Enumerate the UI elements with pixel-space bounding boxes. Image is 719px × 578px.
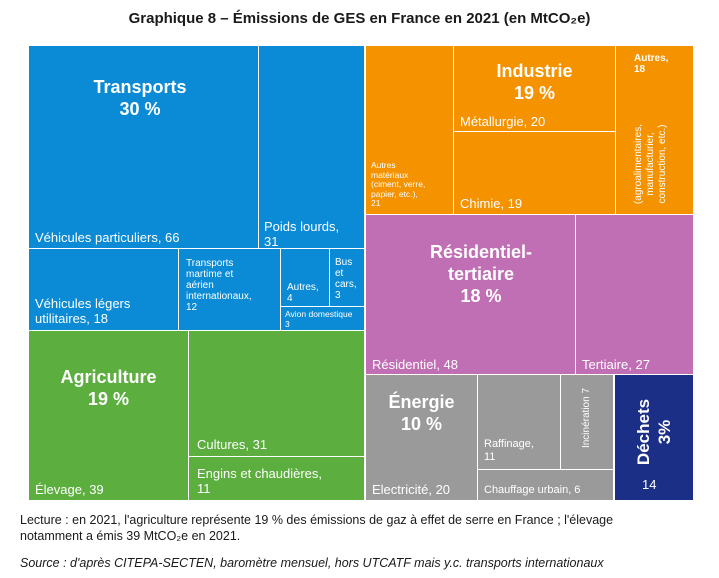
- cell-label-vehicules-particuliers: Véhicules particuliers, 66: [35, 230, 180, 245]
- cell-label-metallurgie: Métallurgie, 20: [460, 114, 546, 129]
- cell-label-dechets-value: 14: [642, 477, 657, 492]
- sector-title-dechets: Déchets 3%: [634, 398, 674, 466]
- cell-label-industrie-autres-title: Autres, 18: [634, 53, 669, 75]
- treemap-cell-residentiel: Résidentiel- tertiaire 18 % Résidentiel,…: [365, 214, 577, 376]
- treemap-cell-poids-lourds: Poids lourds, 31: [258, 45, 365, 250]
- treemap-cell-tertiaire: Tertiaire, 27: [575, 214, 694, 376]
- cell-label-vehicules-legers-utilitaires: Véhicules légers utilitaires, 18: [35, 296, 131, 326]
- source-note: Source : d'après CITEPA-SECTEN, baromètr…: [20, 556, 604, 570]
- cell-label-tertiaire: Tertiaire, 27: [582, 357, 650, 372]
- treemap-cell-vehicules-legers-utilitaires: Véhicules légers utilitaires, 18: [28, 248, 180, 332]
- sector-title-agriculture: Agriculture 19 %: [60, 367, 157, 409]
- sector-title-energie: Énergie 10 %: [388, 392, 455, 434]
- treemap-cell-avion-domestique: Avion domestique 3: [280, 306, 365, 332]
- cell-label-residentiel: Résidentiel, 48: [372, 357, 458, 372]
- treemap-cell-raffinage: Raffinage, 11: [477, 374, 562, 471]
- treemap-cell-bus-cars: Bus et cars, 3: [329, 248, 365, 308]
- cell-label-elevage: Élevage, 39: [35, 482, 104, 497]
- treemap-cell-chauffage-urbain: Chauffage urbain, 6: [477, 469, 614, 501]
- chart-title: Graphique 8 – Émissions de GES en France…: [128, 10, 591, 27]
- treemap-cell-metallurgie: Industrie 19 % Métallurgie, 20: [453, 45, 617, 133]
- cell-label-transports-internationaux: Transports martime et aérien internation…: [186, 258, 252, 313]
- treemap-cell-chimie: Chimie, 19: [453, 131, 617, 216]
- sector-title-residentiel-tertiaire: Résidentiel- tertiaire 18 %: [429, 242, 533, 306]
- treemap-cell-industrie-autres: Autres, 18 (agroalimentaires, manufactur…: [615, 45, 694, 216]
- cell-label-raffinage: Raffinage, 11: [484, 438, 534, 463]
- cell-label-chimie: Chimie, 19: [460, 196, 523, 211]
- treemap-cell-cultures: Cultures, 31: [188, 330, 365, 458]
- cell-label-avion-domestique: Avion domestique 3: [285, 309, 353, 329]
- cell-label-incineration: Incinération 7: [581, 387, 592, 449]
- treemap-cell-incineration: Incinération 7: [560, 374, 614, 471]
- treemap-cell-engins-chaudieres: Engins et chaudières, 11: [188, 456, 365, 501]
- cell-label-poids-lourds: Poids lourds, 31: [264, 219, 340, 249]
- treemap-cell-transports-autres: Autres, 4: [280, 248, 331, 308]
- cell-label-electricite: Electricité, 20: [372, 482, 451, 497]
- treemap-cell-transports-internationaux: Transports martime et aérien internation…: [178, 248, 282, 332]
- reading-note: Lecture : en 2021, l'agriculture représe…: [20, 513, 614, 543]
- cell-label-autres-materiaux: Autres matériaux (ciment, verre, papier,…: [371, 160, 426, 208]
- cell-label-transports-autres: Autres, 4: [287, 282, 319, 304]
- treemap-cell-dechets: Déchets 3% 14: [614, 374, 694, 501]
- sector-title-transports: Transports 30 %: [93, 77, 187, 119]
- cell-label-cultures: Cultures, 31: [197, 437, 268, 452]
- treemap-cell-electricite: Énergie 10 % Electricité, 20: [365, 374, 479, 501]
- cell-label-bus-cars: Bus et cars, 3: [335, 257, 357, 301]
- treemap-cell-elevage: Agriculture 19 % Élevage, 39: [28, 330, 190, 501]
- cell-label-chauffage-urbain: Chauffage urbain, 6: [484, 484, 581, 496]
- treemap-cell-vehicules-particuliers: Transports 30 % Véhicules particuliers, …: [28, 45, 260, 250]
- sector-title-industrie: Industrie 19 %: [496, 61, 573, 103]
- treemap-cell-autres-materiaux: Autres matériaux (ciment, verre, papier,…: [365, 45, 455, 216]
- cell-label-engins-chaudieres: Engins et chaudières, 11: [197, 466, 323, 496]
